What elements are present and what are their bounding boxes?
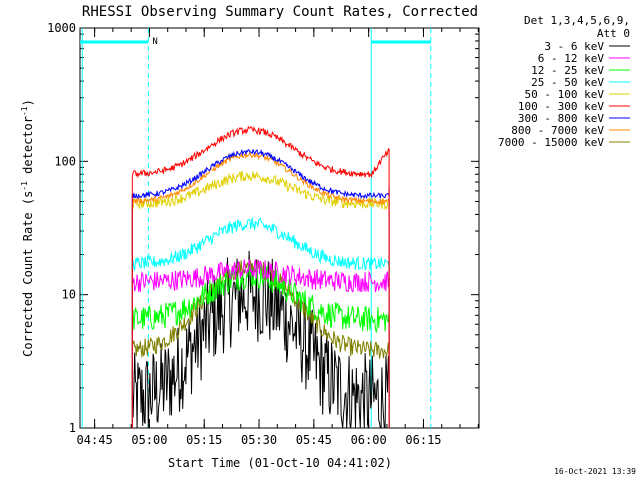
plot-area [79, 27, 480, 429]
legend-item-label: 3 - 6 keV [544, 40, 604, 53]
legend-item-label: 800 - 7000 keV [511, 124, 604, 137]
y-tick-label: 1000 [47, 21, 76, 35]
chart-title: RHESSI Observing Summary Count Rates, Co… [82, 4, 478, 20]
y-axis-label-main: Corrected Count Rate (s [21, 191, 35, 357]
x-axis: 04:45 05:00 05:15 05:30 05:45 06:00 06:15 [77, 28, 479, 447]
x-tick-label: 05:00 [131, 433, 167, 447]
x-tick-label: 06:00 [351, 433, 387, 447]
series-line [131, 250, 390, 429]
x-tick-label: 04:45 [77, 433, 113, 447]
x-axis-label: Start Time (01-Oct-10 04:41:02) [168, 456, 392, 470]
legend-item-label: 300 - 800 keV [518, 112, 604, 125]
series-layer [131, 125, 390, 429]
y-tick-label: 10 [62, 288, 76, 302]
legend-item-label: 25 - 50 keV [531, 76, 604, 89]
y-axis-label-sup1: -1 [20, 181, 29, 191]
y-axis-label: Corrected Count Rate (s-1 detector-1) [20, 99, 35, 357]
attenuator-markers: N [80, 28, 432, 428]
series-line [131, 170, 390, 428]
series-line [131, 217, 390, 428]
footer-date: 16-Oct-2021 13:39 [554, 467, 636, 476]
x-tick-label: 05:30 [241, 433, 277, 447]
legend-item-label: 7000 - 15000 keV [498, 136, 604, 149]
x-tick-label: 05:15 [186, 433, 222, 447]
legend-item-label: 100 - 300 keV [518, 100, 604, 113]
legend-item-label: 50 - 100 keV [525, 88, 605, 101]
x-tick-label: 06:15 [405, 433, 441, 447]
series-line [131, 150, 390, 428]
legend-header-line1: Det 1,3,4,5,6,9, [524, 14, 630, 27]
x-tick-label: 05:45 [296, 433, 332, 447]
series-line [131, 258, 390, 428]
y-tick-label: 100 [54, 154, 76, 168]
legend-header-line2: Att 0 [597, 27, 630, 40]
plot-frame [79, 27, 480, 429]
y-axis: 1 10 100 1000 [47, 21, 479, 435]
legend-item-label: 12 - 25 keV [531, 64, 604, 77]
y-axis-label-end: ) [21, 99, 35, 106]
series-line [131, 125, 390, 428]
night-flag-label: N [152, 37, 157, 47]
y-axis-label-mid: detector [21, 116, 35, 181]
y-tick-label: 1 [69, 421, 76, 435]
y-axis-label-sup2: -1 [20, 106, 29, 116]
legend-item-label: 6 - 12 keV [538, 52, 605, 65]
series-line [131, 148, 390, 428]
series-line [131, 264, 390, 428]
